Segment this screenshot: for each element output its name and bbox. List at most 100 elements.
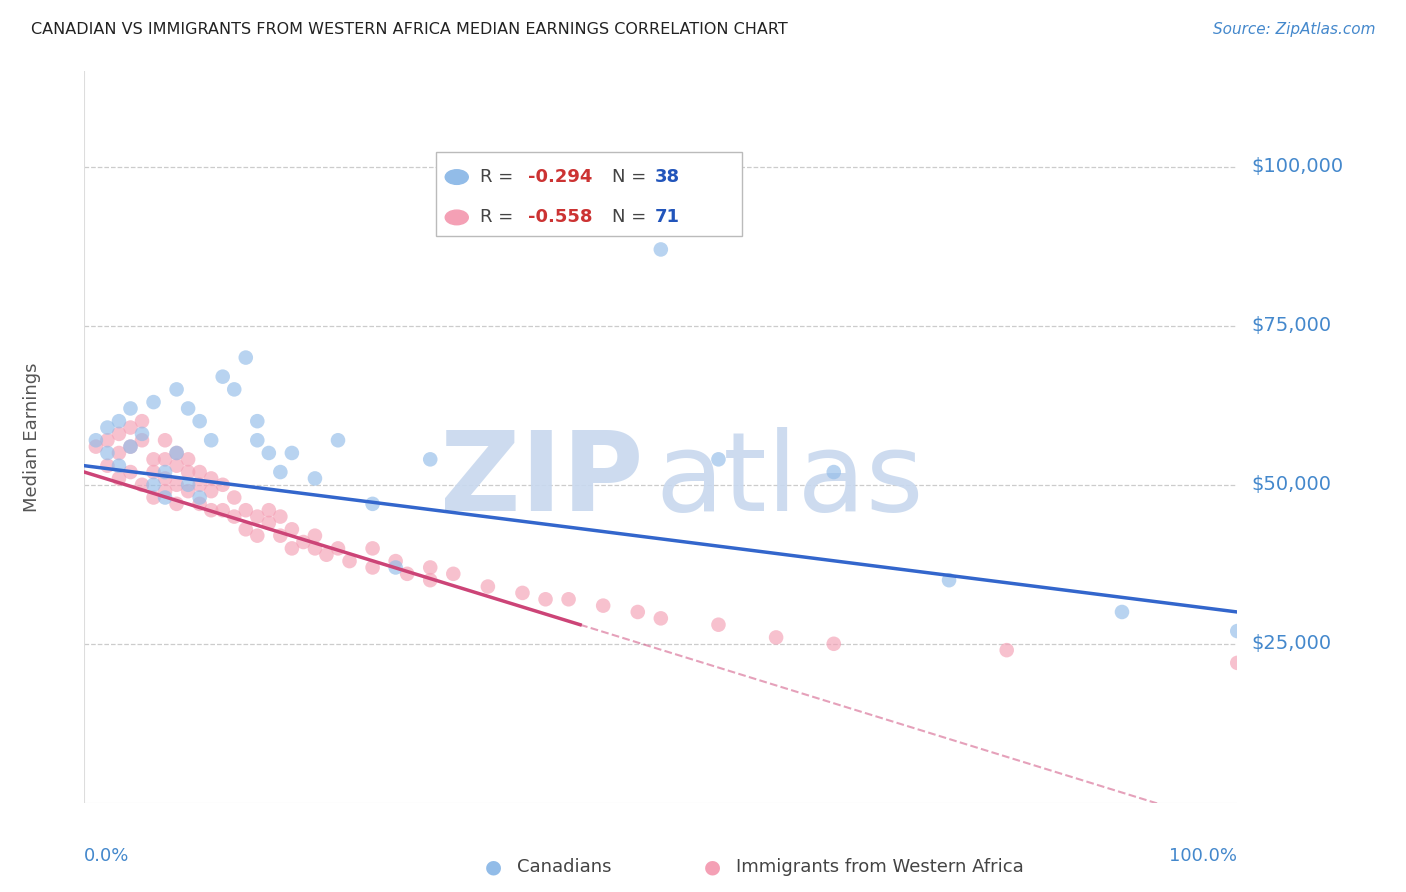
- Point: [177, 401, 200, 416]
- Point: [477, 580, 499, 594]
- Point: [235, 522, 257, 536]
- Point: [592, 599, 614, 613]
- Point: [326, 541, 349, 556]
- Point: [108, 446, 131, 460]
- Text: ●: ●: [704, 858, 721, 877]
- Point: [361, 541, 384, 556]
- Point: [211, 503, 233, 517]
- Point: [995, 643, 1018, 657]
- Point: [96, 420, 118, 434]
- Text: ●: ●: [485, 858, 502, 877]
- Point: [211, 369, 233, 384]
- Text: R =: R =: [479, 209, 519, 227]
- Point: [281, 446, 304, 460]
- Point: [1111, 605, 1133, 619]
- Text: $75,000: $75,000: [1251, 317, 1331, 335]
- Point: [304, 471, 326, 485]
- Text: -0.294: -0.294: [529, 168, 592, 186]
- Point: [361, 560, 384, 574]
- Point: [153, 452, 176, 467]
- Point: [84, 440, 107, 454]
- Text: $50,000: $50,000: [1251, 475, 1331, 494]
- Point: [419, 452, 441, 467]
- Point: [650, 611, 672, 625]
- Point: [1226, 656, 1249, 670]
- Text: CANADIAN VS IMMIGRANTS FROM WESTERN AFRICA MEDIAN EARNINGS CORRELATION CHART: CANADIAN VS IMMIGRANTS FROM WESTERN AFRI…: [31, 22, 787, 37]
- Point: [281, 541, 304, 556]
- Point: [269, 509, 291, 524]
- Text: N =: N =: [613, 209, 652, 227]
- Point: [384, 554, 406, 568]
- Point: [108, 414, 131, 428]
- Text: Immigrants from Western Africa: Immigrants from Western Africa: [735, 858, 1024, 876]
- Text: atlas: atlas: [655, 427, 924, 534]
- Point: [96, 434, 118, 448]
- Point: [96, 458, 118, 473]
- Point: [142, 465, 165, 479]
- Point: [339, 554, 361, 568]
- Point: [153, 465, 176, 479]
- Point: [269, 465, 291, 479]
- Point: [142, 452, 165, 467]
- Point: [246, 414, 269, 428]
- Point: [153, 491, 176, 505]
- Point: [627, 605, 650, 619]
- Point: [120, 401, 142, 416]
- Point: [361, 497, 384, 511]
- Point: [224, 509, 246, 524]
- Point: [120, 420, 142, 434]
- Point: [142, 395, 165, 409]
- Point: [166, 383, 188, 397]
- Point: [650, 243, 672, 257]
- Text: Canadians: Canadians: [517, 858, 612, 876]
- Point: [235, 503, 257, 517]
- Point: [823, 465, 845, 479]
- Point: [120, 440, 142, 454]
- Point: [120, 465, 142, 479]
- Point: [131, 434, 153, 448]
- Point: [246, 434, 269, 448]
- Point: [257, 503, 280, 517]
- Point: [707, 452, 730, 467]
- Point: [166, 497, 188, 511]
- Point: [131, 426, 153, 441]
- Circle shape: [446, 169, 468, 185]
- Text: $100,000: $100,000: [1251, 157, 1343, 177]
- Point: [419, 560, 441, 574]
- Point: [269, 529, 291, 543]
- Point: [177, 452, 200, 467]
- Point: [120, 440, 142, 454]
- Point: [153, 484, 176, 499]
- Point: [177, 465, 200, 479]
- Text: -0.558: -0.558: [529, 209, 593, 227]
- Point: [131, 477, 153, 491]
- Point: [153, 434, 176, 448]
- Circle shape: [446, 211, 468, 225]
- Text: R =: R =: [479, 168, 519, 186]
- Point: [177, 477, 200, 491]
- Point: [224, 383, 246, 397]
- Point: [235, 351, 257, 365]
- Point: [188, 465, 211, 479]
- Point: [166, 477, 188, 491]
- Point: [823, 637, 845, 651]
- Point: [153, 471, 176, 485]
- Point: [326, 434, 349, 448]
- Text: $25,000: $25,000: [1251, 634, 1331, 653]
- Point: [200, 484, 222, 499]
- Point: [200, 471, 222, 485]
- Point: [707, 617, 730, 632]
- Text: ZIP: ZIP: [440, 427, 644, 534]
- Point: [246, 529, 269, 543]
- Point: [315, 548, 337, 562]
- Point: [108, 426, 131, 441]
- Point: [419, 573, 441, 587]
- Point: [257, 446, 280, 460]
- Point: [765, 631, 787, 645]
- Point: [224, 491, 246, 505]
- Point: [200, 503, 222, 517]
- Point: [166, 446, 188, 460]
- Point: [292, 535, 315, 549]
- Text: 71: 71: [655, 209, 681, 227]
- Point: [512, 586, 534, 600]
